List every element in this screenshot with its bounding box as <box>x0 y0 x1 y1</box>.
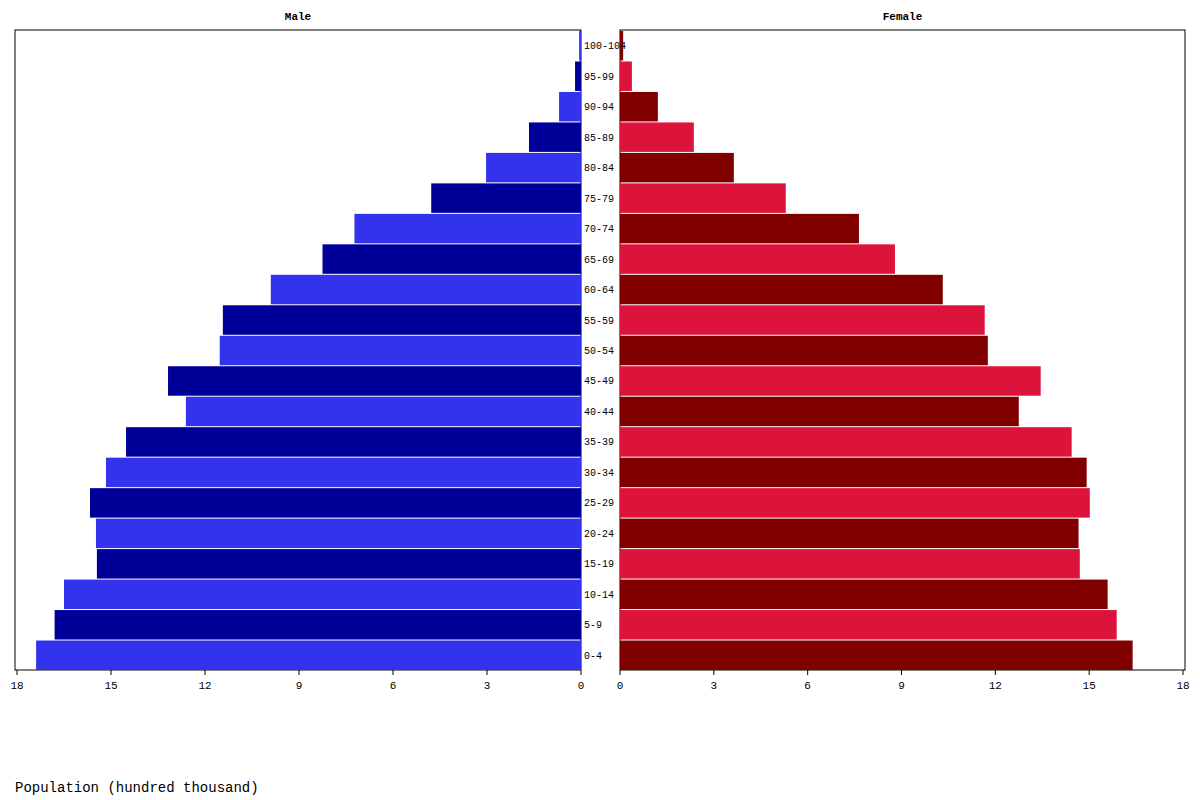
tick-label: 3 <box>484 680 491 692</box>
category-label: 35-39 <box>584 437 614 448</box>
bar <box>620 183 786 212</box>
tick-label: 6 <box>390 680 397 692</box>
bar <box>64 580 581 609</box>
category-label: 50-54 <box>584 346 614 357</box>
category-label: 25-29 <box>584 498 614 509</box>
bar <box>271 275 581 304</box>
chart: Male 0 3 6 9 12 15 18 Female 0 3 6 9 12 15 18 0-4 5-9 10-1… <box>0 0 1200 800</box>
category-label: 65-69 <box>584 255 614 266</box>
category-label: 5-9 <box>584 620 602 631</box>
axis-label: Population (hundred thousand) <box>15 780 259 796</box>
tick <box>581 670 582 675</box>
category-label: 95-99 <box>584 72 614 83</box>
bars <box>36 31 581 670</box>
tick <box>995 670 996 675</box>
tick <box>393 670 394 675</box>
category-label: 40-44 <box>584 407 614 418</box>
category-label: 70-74 <box>584 224 614 235</box>
category-label: 30-34 <box>584 468 614 479</box>
plot-frame <box>620 30 1185 670</box>
tick-label: 9 <box>296 680 303 692</box>
bar <box>620 153 734 182</box>
bar <box>96 519 581 548</box>
category-label: 60-64 <box>584 285 614 296</box>
tick <box>299 670 300 675</box>
bar <box>354 214 581 243</box>
panel-title: Female <box>883 11 923 23</box>
category-label: 90-94 <box>584 102 614 113</box>
tick-label: 15 <box>104 680 117 692</box>
tick <box>205 670 206 675</box>
tick <box>713 670 714 675</box>
bar <box>55 610 581 639</box>
bar <box>323 244 582 273</box>
bar <box>620 610 1117 639</box>
bar <box>620 214 859 243</box>
tick <box>17 670 18 675</box>
tick-label: 12 <box>989 680 1002 692</box>
category-label: 55-59 <box>584 316 614 327</box>
category-label: 10-14 <box>584 590 614 601</box>
bars <box>620 31 1133 670</box>
tick <box>901 670 902 675</box>
bar <box>620 305 985 334</box>
bar <box>559 92 581 121</box>
tick-label: 18 <box>1176 680 1189 692</box>
bar <box>620 244 895 273</box>
tick <box>1183 670 1184 675</box>
tick-label: 12 <box>198 680 211 692</box>
bar <box>620 549 1080 578</box>
bar <box>97 549 581 578</box>
bar <box>36 641 581 670</box>
bar <box>486 153 581 182</box>
category-label: 20-24 <box>584 529 614 540</box>
bar <box>620 397 1019 426</box>
bar <box>620 458 1087 487</box>
tick-label: 0 <box>617 680 624 692</box>
bar <box>168 366 581 395</box>
tick-label: 9 <box>898 680 905 692</box>
bar <box>620 275 943 304</box>
bar <box>620 519 1079 548</box>
category-label: 85-89 <box>584 133 614 144</box>
category-label: 100-104 <box>584 41 626 52</box>
bar <box>575 61 581 90</box>
panel-title: Male <box>285 11 312 23</box>
bar <box>620 61 632 90</box>
tick <box>487 670 488 675</box>
bar <box>620 641 1133 670</box>
bar <box>620 122 694 151</box>
tick <box>1089 670 1090 675</box>
bar <box>620 92 658 121</box>
category-label: 80-84 <box>584 163 614 174</box>
category-label: 75-79 <box>584 194 614 205</box>
bar <box>106 458 581 487</box>
tick-label: 18 <box>10 680 23 692</box>
tick-label: 3 <box>711 680 718 692</box>
bar <box>220 336 581 365</box>
category-label: 45-49 <box>584 376 614 387</box>
plot-frame <box>15 30 581 670</box>
bar <box>126 427 581 456</box>
tick-label: 6 <box>804 680 811 692</box>
bar <box>529 122 581 151</box>
bar <box>620 336 988 365</box>
category-label: 15-19 <box>584 559 614 570</box>
category-label: 0-4 <box>584 651 602 662</box>
bar <box>90 488 581 517</box>
bar <box>620 427 1072 456</box>
tick <box>807 670 808 675</box>
bar <box>620 488 1090 517</box>
tick <box>111 670 112 675</box>
bar <box>579 31 581 60</box>
tick <box>620 670 621 675</box>
bar <box>186 397 581 426</box>
tick-label: 15 <box>1083 680 1096 692</box>
bar <box>620 366 1041 395</box>
bar <box>620 580 1108 609</box>
bar <box>223 305 581 334</box>
bar <box>431 183 581 212</box>
tick-label: 0 <box>578 680 585 692</box>
